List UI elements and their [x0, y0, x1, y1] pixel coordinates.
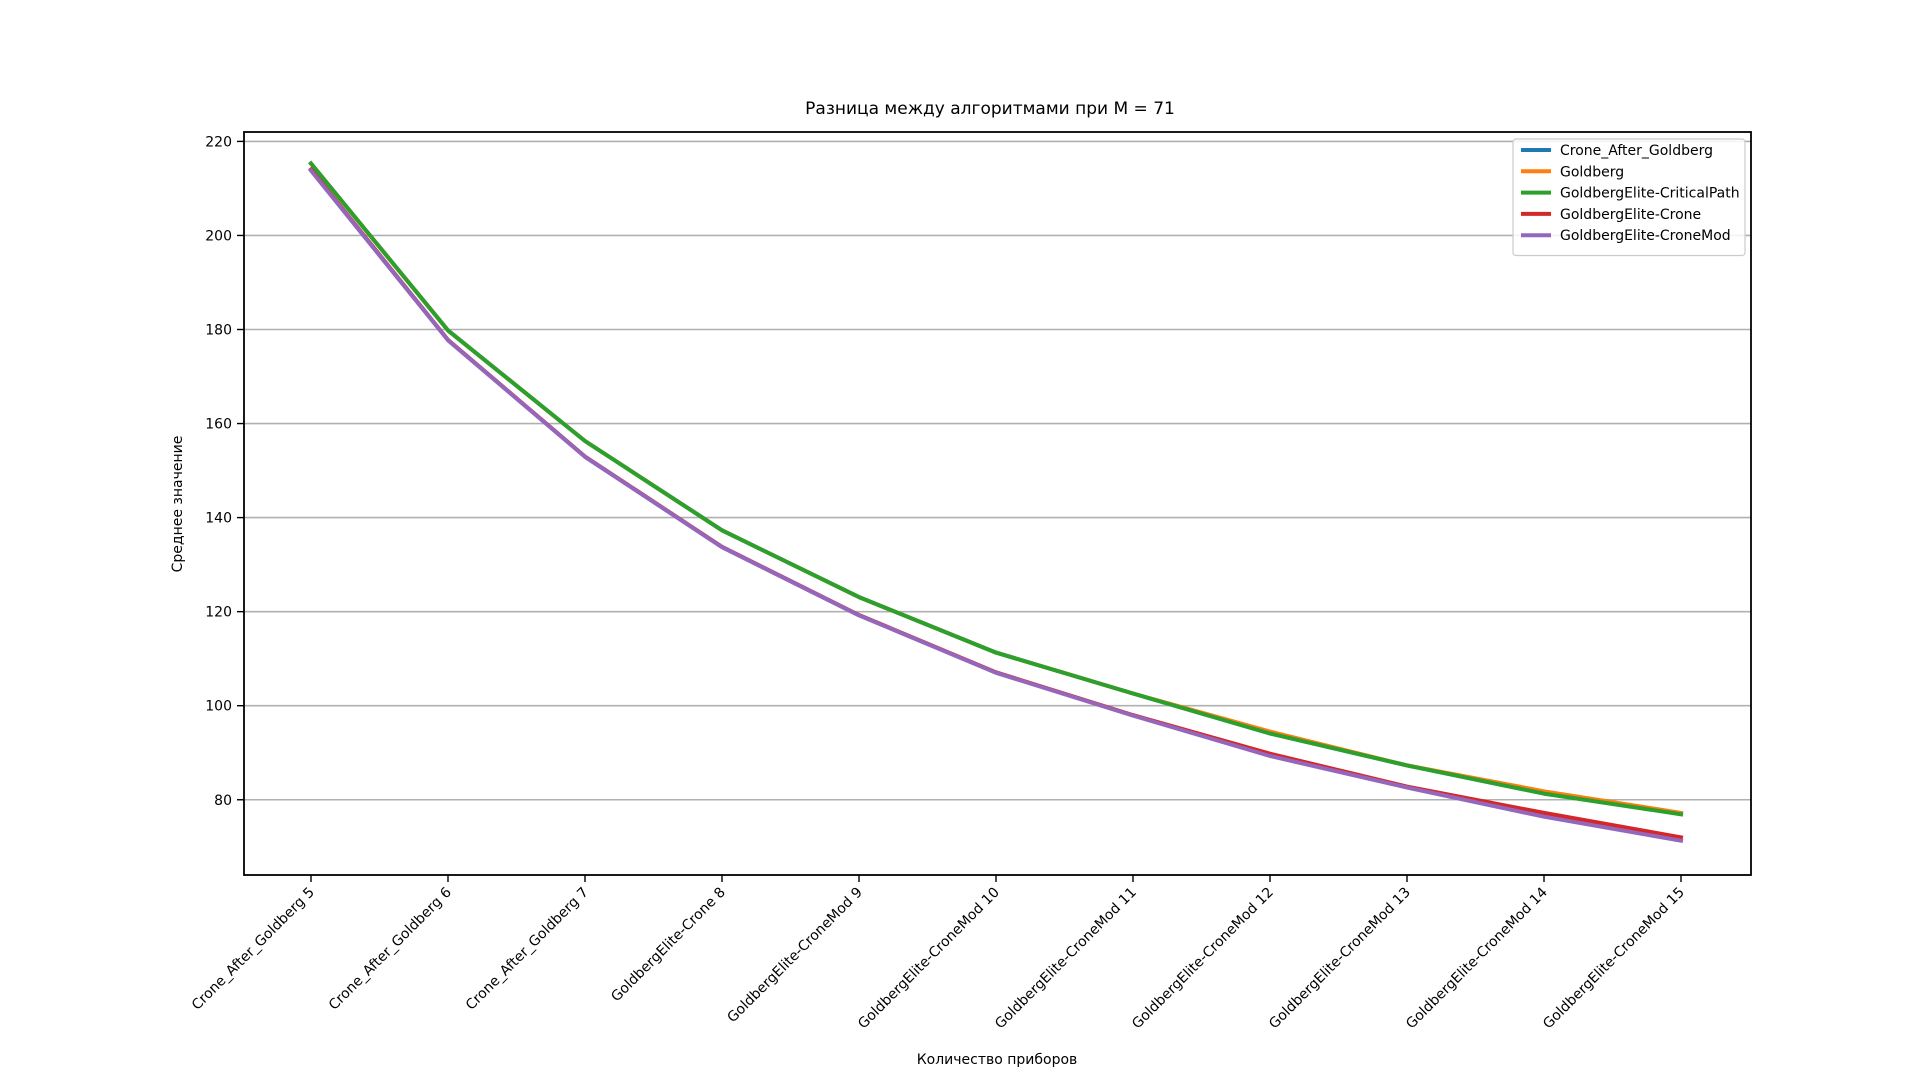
x-axis-ticks: Crone_After_Goldberg 5 Crone_After_Goldbe…: [189, 875, 1688, 1032]
x-tick-label-8: GoldbergElite-CroneMod 13: [1266, 885, 1414, 1033]
legend-label-2: GoldbergElite-CriticalPath: [1560, 186, 1740, 202]
series-line-2: [308, 160, 1684, 817]
x-tick-label-10: GoldbergElite-CroneMod 15: [1540, 885, 1688, 1033]
y-axis-label: Среднее значение: [170, 436, 186, 573]
series-line-4: [308, 167, 1684, 844]
legend-box: [1512, 138, 1746, 257]
series-line-1: [308, 160, 1684, 816]
x-tick-label-3: GoldbergElite-Crone 8: [608, 885, 729, 1006]
series-line-0: [308, 160, 1684, 816]
chart-title: Разница между алгоритмами при M = 71: [805, 99, 1175, 119]
y-tick-label-180: 180: [205, 323, 232, 339]
x-tick-label-1: Crone_After_Goldberg 6: [326, 884, 455, 1013]
x-tick-label-7: GoldbergElite-CroneMod 12: [1129, 885, 1277, 1033]
legend-label-3: GoldbergElite-Crone: [1560, 207, 1701, 223]
series-line-3: [308, 166, 1684, 840]
legend-label-0: Crone_After_Goldberg: [1560, 143, 1713, 159]
plot-area-frame: [243, 131, 1752, 876]
y-tick-label-160: 160: [205, 417, 232, 433]
y-tick-label-80: 80: [214, 793, 232, 809]
gridlines: [244, 140, 1751, 801]
x-tick-label-5: GoldbergElite-CroneMod 10: [855, 885, 1003, 1033]
y-tick-label-120: 120: [205, 605, 232, 621]
legend: Crone_After_Goldberg Goldberg GoldbergElit…: [1512, 138, 1746, 257]
y-tick-label-100: 100: [205, 699, 232, 715]
y-tick-label-220: 220: [205, 134, 232, 150]
y-tick-label-140: 140: [205, 511, 232, 527]
series-lines: [308, 160, 1684, 844]
x-tick-label-0: Crone_After_Goldberg 5: [189, 885, 318, 1014]
legend-label-4: GoldbergElite-CroneMod: [1560, 228, 1731, 244]
legend-label-1: Goldberg: [1560, 164, 1624, 180]
x-tick-label-9: GoldbergElite-CroneMod 14: [1403, 884, 1551, 1032]
x-tick-label-2: Crone_After_Goldberg 7: [463, 885, 592, 1014]
x-tick-label-6: GoldbergElite-CroneMod 11: [992, 885, 1140, 1033]
x-tick-label-4: GoldbergElite-CroneMod 9: [724, 885, 865, 1026]
x-axis-label: Количество приборов: [917, 1052, 1078, 1068]
y-tick-label-200: 200: [205, 228, 232, 244]
y-axis-ticks: 80 100 120 140 160 180 200 220: [205, 134, 244, 809]
